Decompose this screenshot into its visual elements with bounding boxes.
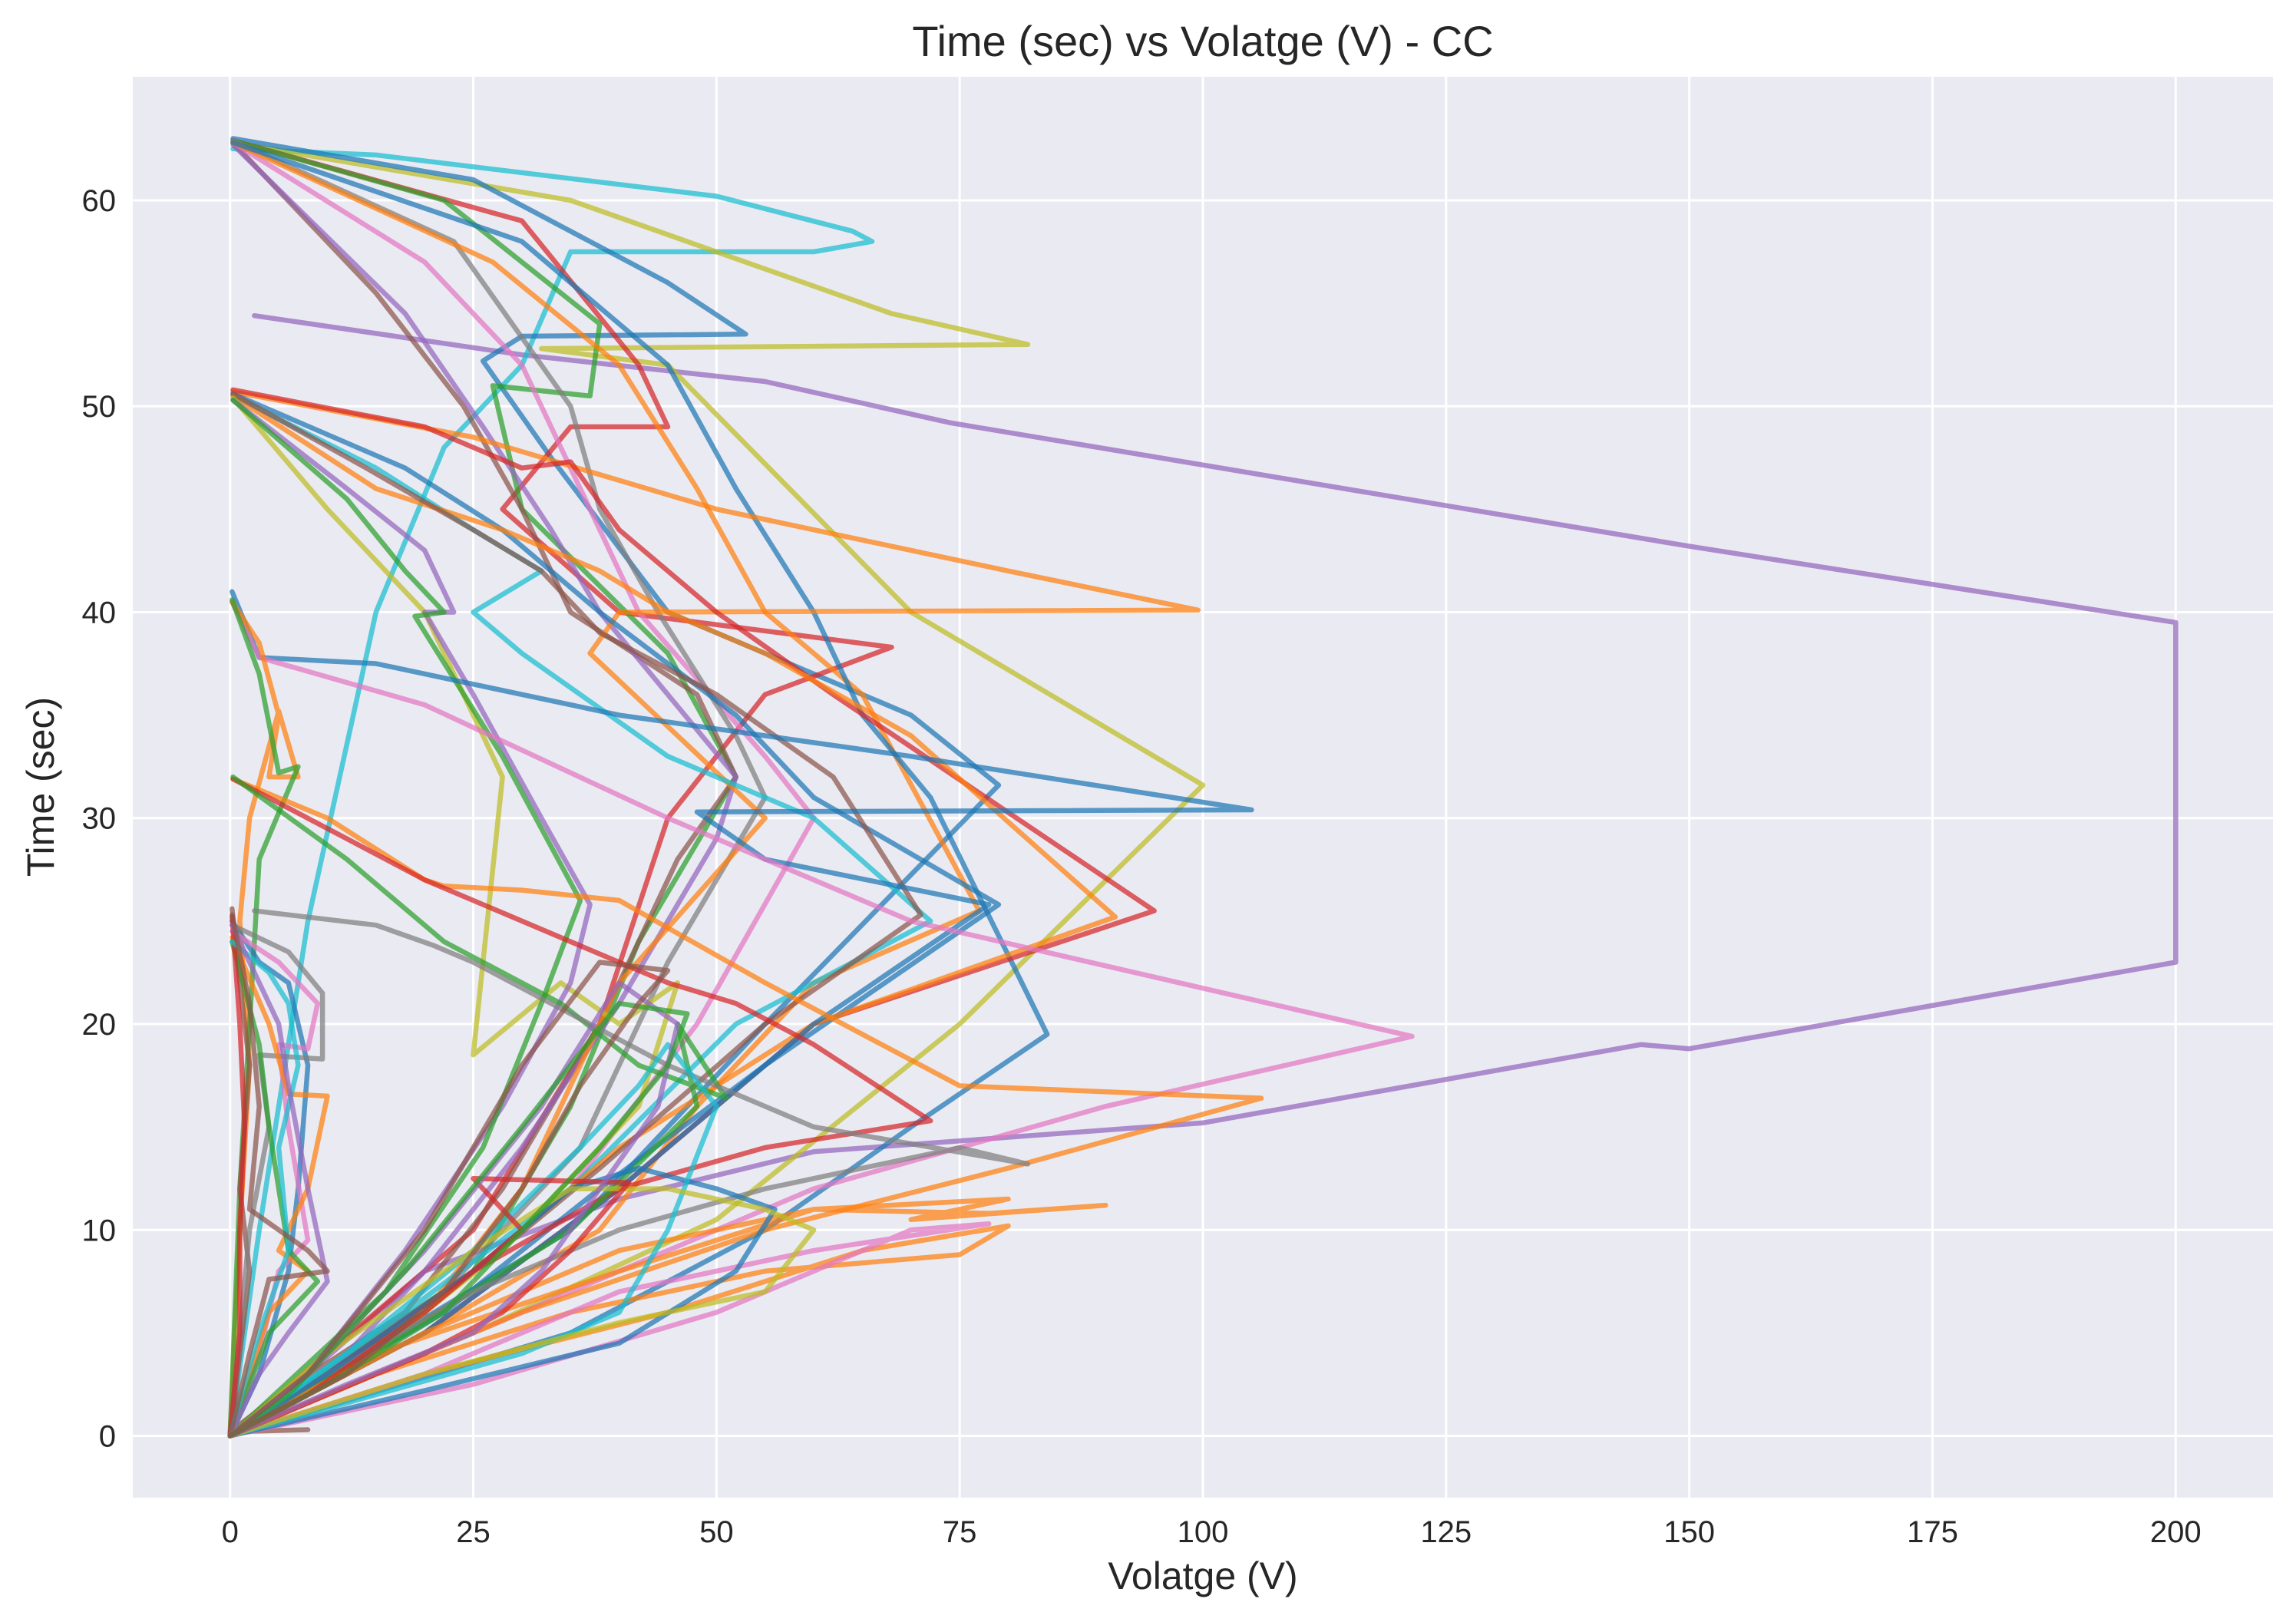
- x-tick-label: 25: [456, 1515, 491, 1549]
- series-line-36: [227, 914, 247, 1439]
- y-tick-label: 30: [82, 802, 117, 836]
- series-line-17: [227, 393, 1118, 1439]
- x-tick-label: 100: [1178, 1515, 1229, 1549]
- x-tick-label: 50: [699, 1515, 734, 1549]
- series-line-37: [227, 939, 301, 1439]
- y-tick-label: 60: [82, 184, 117, 218]
- x-tick-label: 150: [1663, 1515, 1715, 1549]
- series-line-39: [227, 912, 330, 1439]
- series-line-21: [227, 397, 583, 1439]
- x-tick-label: 0: [222, 1515, 239, 1549]
- y-tick-label: 0: [99, 1420, 116, 1454]
- series-line-48: [227, 1000, 690, 1439]
- y-tick-label: 10: [82, 1214, 117, 1247]
- series-line-29: [227, 908, 1031, 1439]
- x-tick-label: 75: [943, 1515, 977, 1549]
- x-axis-label: Volatge (V): [1108, 1554, 1297, 1597]
- y-axis-label: Time (sec): [19, 697, 62, 877]
- x-tick-label: 200: [2150, 1515, 2202, 1549]
- x-tick-label: 175: [1907, 1515, 1958, 1549]
- series-line-49: [227, 960, 671, 1439]
- series-layer: [227, 136, 2179, 1439]
- y-tick-label: 50: [82, 390, 117, 424]
- x-tick-label: 125: [1420, 1515, 1472, 1549]
- series-line-38: [227, 922, 330, 1439]
- series-line-28: [227, 774, 729, 1439]
- chart-title: Time (sec) vs Volatge (V) - CC: [912, 17, 1493, 65]
- series-line-10: [227, 137, 768, 1439]
- series-line-45: [227, 1186, 817, 1439]
- x-tick-labels: 0 25 50 75 100 125 150 175 200: [222, 1515, 2202, 1549]
- y-tick-label: 20: [82, 1008, 117, 1042]
- y-tick-label: 40: [82, 596, 117, 629]
- series-line-40: [227, 1196, 1108, 1439]
- y-tick-labels: 0 10 20 30 40 50 60: [82, 184, 117, 1454]
- series-line-2: [227, 146, 875, 1439]
- series-line-8: [227, 142, 738, 1439]
